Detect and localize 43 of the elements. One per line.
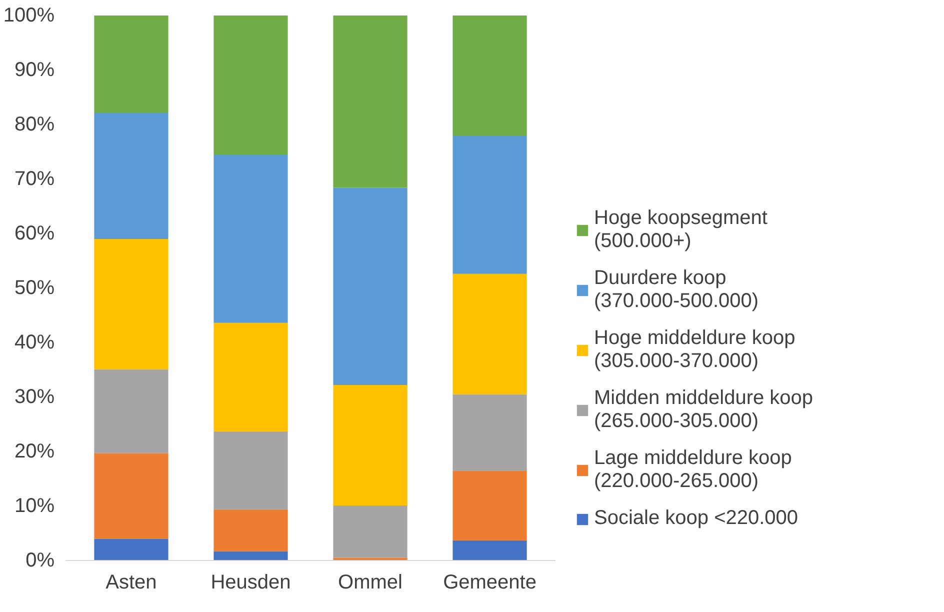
- y-tick-label: 90%: [14, 59, 55, 81]
- y-tick-label: 30%: [14, 386, 55, 408]
- y-tick-label: 80%: [14, 114, 55, 136]
- y-tick-label: 40%: [14, 332, 55, 354]
- bar: [214, 322, 288, 432]
- x-tick-label: Ommel: [338, 572, 402, 594]
- bar: [333, 16, 408, 188]
- legend-label: Hoge koopsegment (500.000+): [594, 207, 768, 253]
- bar: [214, 551, 288, 560]
- y-tick-label: 20%: [14, 440, 55, 462]
- y-tick-label: 60%: [14, 222, 55, 244]
- bar: [214, 431, 288, 510]
- x-tick-label: Asten: [106, 572, 157, 594]
- bar: [452, 16, 527, 136]
- y-tick-label: 10%: [14, 495, 55, 517]
- bar: [452, 274, 527, 394]
- bar: [333, 188, 408, 386]
- x-tick-label: Heusden: [210, 572, 291, 594]
- y-tick-label: 50%: [14, 277, 55, 299]
- bar: [94, 238, 168, 370]
- x-tick-label: Gemeente: [443, 572, 536, 594]
- bar: [333, 505, 408, 558]
- legend-label: Sociale koop <220.000: [594, 507, 798, 530]
- y-tick-label: 70%: [14, 168, 55, 190]
- bar: [94, 112, 168, 239]
- bar: [214, 155, 288, 323]
- y-tick-label: 0%: [26, 550, 55, 572]
- y-tick-label: 100%: [3, 4, 55, 26]
- legend-label: Lage middeldure koop (220.000-265.000): [594, 447, 792, 493]
- bar: [214, 16, 288, 156]
- bar: [452, 394, 527, 471]
- bar: [214, 509, 288, 552]
- bar: [333, 385, 408, 506]
- legend-label: Hoge middeldure koop (305.000-370.000): [594, 327, 796, 373]
- legend-label: Duurdere koop (370.000-500.000): [594, 267, 759, 313]
- bar: [94, 16, 168, 113]
- bar: [94, 369, 168, 454]
- legend-label: Midden middeldure koop (265.000-305.000): [594, 387, 814, 433]
- bar: [452, 540, 527, 560]
- bar: [94, 453, 168, 539]
- bar: [94, 538, 168, 560]
- bar: [452, 470, 527, 540]
- bar: [452, 136, 527, 274]
